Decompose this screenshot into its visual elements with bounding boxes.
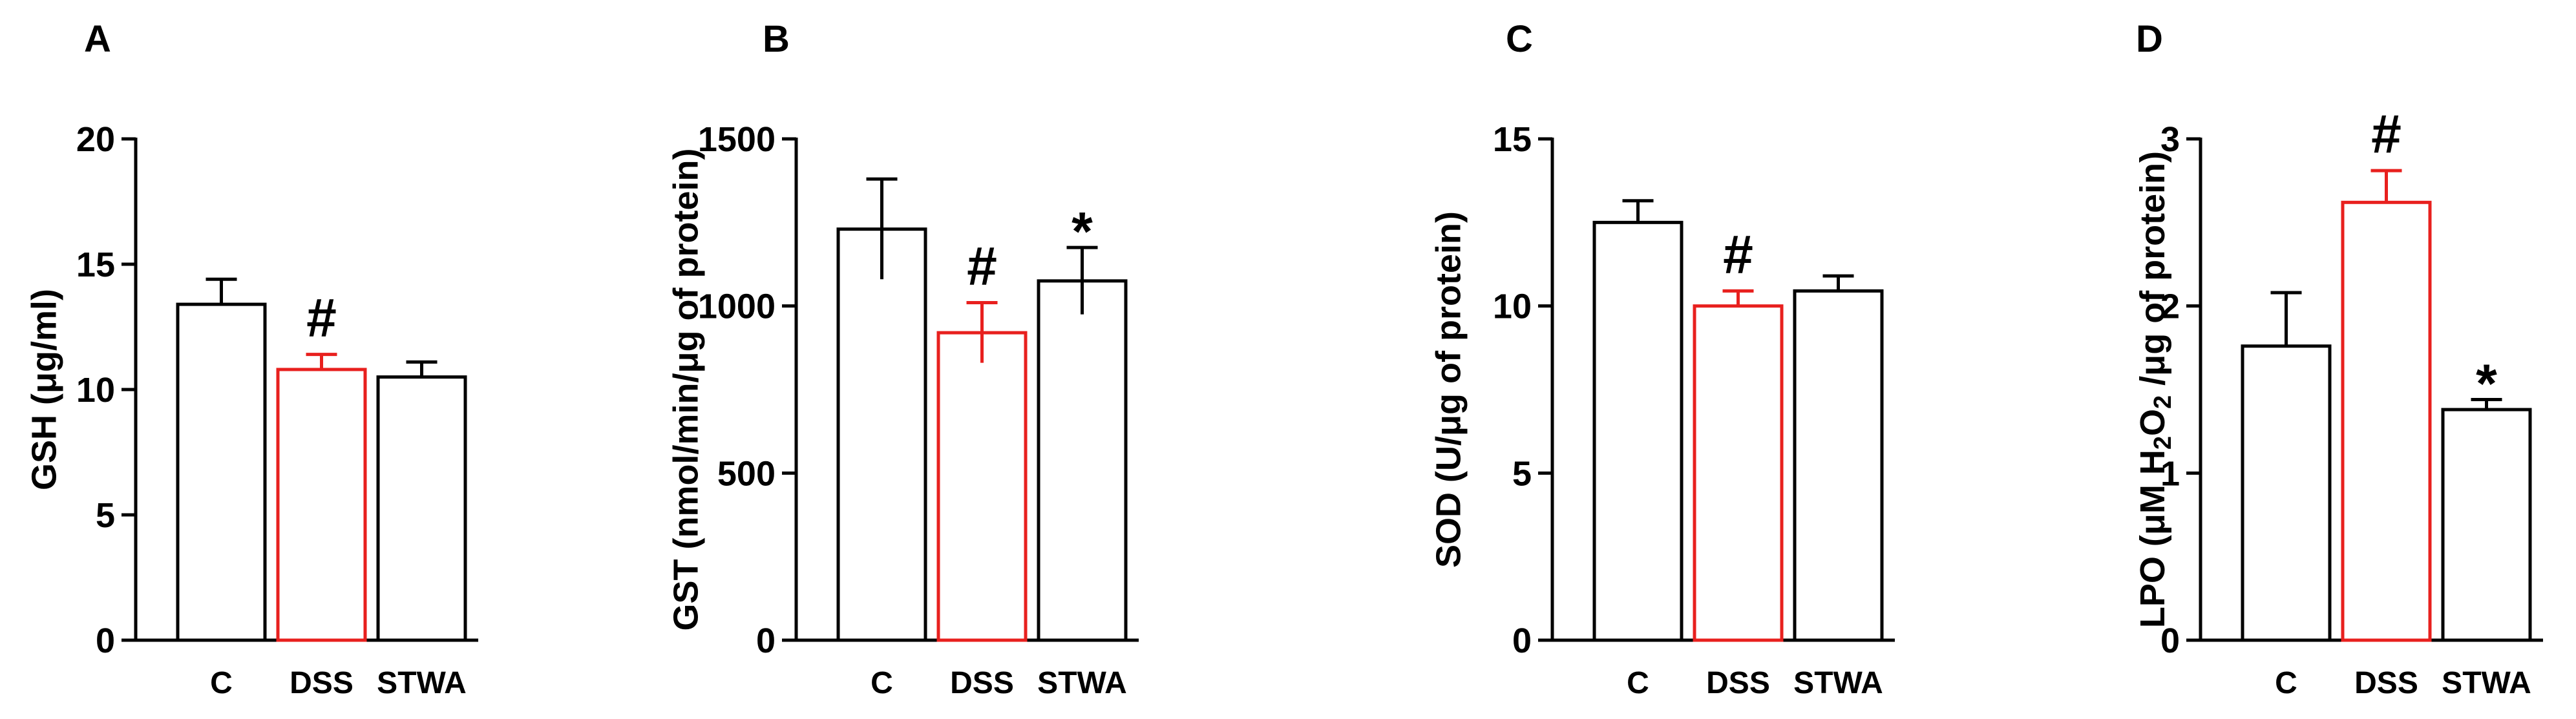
y-tick-label: 15 <box>1493 120 1532 159</box>
category-label: STWA <box>1793 666 1883 700</box>
significance-asterisk: * <box>1072 201 1093 262</box>
bar-c <box>176 302 267 642</box>
bar-c <box>836 227 927 642</box>
significance-hash: # <box>306 287 337 348</box>
category-label: C <box>1627 666 1649 700</box>
y-axis-title: GST (nmol/min/μg of protein) <box>666 149 705 631</box>
y-tick-label: 2 <box>2160 287 2180 326</box>
panel-letter: A <box>84 18 111 60</box>
category-label: DSS <box>290 666 354 700</box>
category-label: STWA <box>1037 666 1127 700</box>
y-tick-label: 10 <box>76 371 115 410</box>
significance-hash: # <box>1723 224 1753 284</box>
bar-c <box>2241 344 2332 642</box>
category-label: STWA <box>2442 666 2531 700</box>
category-label: DSS <box>950 666 1014 700</box>
category-label: DSS <box>1706 666 1770 700</box>
panel-letter: D <box>2136 18 2163 60</box>
significance-hash: # <box>967 235 997 296</box>
panel-c: C 0 5 10 15 SOD (U/μg of protein) C DSS # STWA <box>1429 18 1895 700</box>
y-tick-label: 0 <box>96 621 115 660</box>
y-axis-title: SOD (U/μg of protein) <box>1429 211 1468 568</box>
y-tick-label: 0 <box>756 621 776 660</box>
y-tick-label: 20 <box>76 120 115 159</box>
significance-hash: # <box>2371 103 2402 164</box>
y-axis-title-part: O <box>2133 409 2172 436</box>
bar-stwa <box>1793 289 1884 642</box>
y-tick-label: 10 <box>1493 287 1532 326</box>
bar-dss <box>936 331 1028 642</box>
bar-stwa <box>376 375 467 642</box>
category-label: C <box>210 666 233 700</box>
significance-asterisk: * <box>2476 353 2497 414</box>
y-tick-label: 1500 <box>698 120 776 159</box>
y-tick-label: 5 <box>96 496 115 535</box>
bar-dss <box>1693 304 1784 642</box>
y-axis-title-part: 2 <box>2149 395 2177 409</box>
bar-dss <box>276 368 367 642</box>
y-tick-label: 15 <box>76 245 115 284</box>
y-tick-label: 500 <box>717 454 776 493</box>
y-tick-label: 3 <box>2160 120 2180 159</box>
bar-dss <box>2341 200 2432 642</box>
category-label: DSS <box>2354 666 2418 700</box>
y-axis-title-part: LPO (μM H <box>2133 450 2172 628</box>
y-axis-title-part: 2 <box>2149 436 2177 450</box>
y-tick-label: 0 <box>2160 621 2180 660</box>
bar-stwa <box>2441 408 2532 642</box>
y-axis-title: LPO (μM H2O2 /μg of protein) <box>2133 151 2177 628</box>
y-tick-label: 0 <box>1512 621 1532 660</box>
y-tick-label: 1000 <box>698 287 776 326</box>
bar-c <box>1592 220 1684 642</box>
panel-letter: B <box>763 18 790 60</box>
y-tick-label: 5 <box>1512 454 1532 493</box>
y-axis-title: GSH (μg/ml) <box>25 289 63 490</box>
category-label: C <box>2275 666 2297 700</box>
category-label: C <box>871 666 893 700</box>
bar-stwa <box>1037 279 1128 642</box>
panel-a: A 0 5 10 15 20 GSH (μg/ml) C DSS # STWA <box>25 18 478 700</box>
y-axis-title-part: /μg of protein) <box>2133 151 2172 395</box>
panel-letter: C <box>1506 18 1533 60</box>
y-tick-label: 1 <box>2160 454 2180 493</box>
category-label: STWA <box>377 666 467 700</box>
